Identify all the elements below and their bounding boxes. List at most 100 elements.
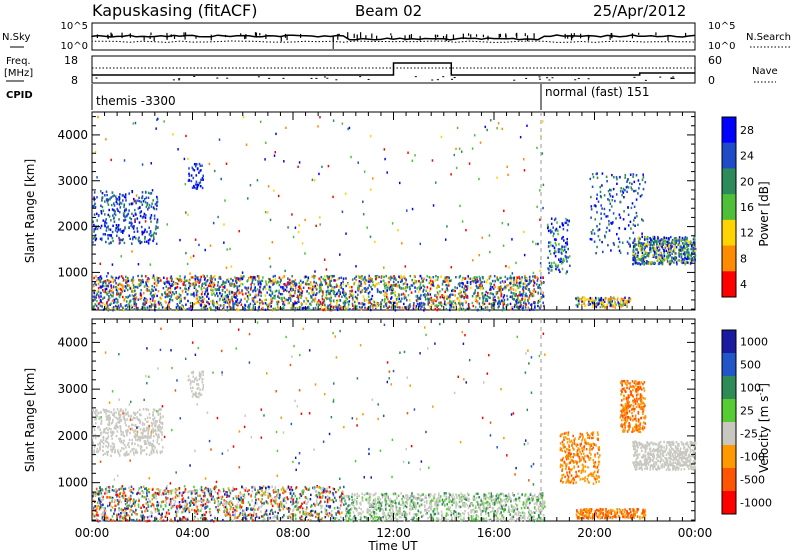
power-echo: [264, 294, 267, 297]
power-echo: [675, 261, 678, 264]
power-echo: [639, 195, 642, 198]
power-echo: [626, 301, 629, 304]
velocity-echo: [176, 488, 179, 492]
power-echo: [533, 280, 535, 283]
power-echo: [105, 240, 107, 244]
power-echo: [270, 301, 273, 305]
power-echo: [678, 252, 680, 255]
power-echo: [465, 228, 467, 232]
power-echo: [643, 258, 646, 261]
power-echo: [93, 213, 96, 216]
power-echo: [525, 284, 528, 287]
power-echo: [443, 302, 446, 306]
power-echo: [190, 293, 192, 296]
power-echo: [448, 284, 450, 287]
power-echo: [599, 185, 601, 189]
power-echo: [674, 243, 676, 246]
power-echo: [226, 288, 228, 292]
power-echo: [102, 289, 104, 292]
velocity-echo: [104, 512, 106, 515]
power-echo: [629, 243, 631, 247]
power-echo: [363, 299, 366, 303]
power-echo: [601, 207, 603, 210]
velocity-echo: [144, 487, 146, 491]
power-echo: [351, 285, 353, 289]
power-echo: [149, 231, 152, 234]
power-echo: [248, 307, 250, 310]
velocity-echo: [335, 490, 337, 494]
power-echo: [187, 157, 189, 161]
power-echo: [452, 303, 454, 306]
power-echo: [660, 253, 663, 257]
velocity-echo: [269, 512, 271, 516]
power-echo: [681, 246, 684, 249]
power-echo: [691, 242, 693, 245]
power-echo: [525, 292, 527, 295]
power-echo: [275, 132, 277, 136]
velocity-echo: [287, 507, 289, 510]
power-echo: [333, 291, 336, 294]
power-echo: [155, 305, 157, 309]
power-echo: [294, 300, 296, 303]
velocity-echo: [305, 502, 307, 505]
power-echo: [561, 252, 563, 255]
power-echo: [244, 297, 246, 300]
power-echo: [293, 280, 295, 283]
power-echo: [227, 295, 229, 298]
power-echo: [636, 262, 639, 265]
power-echo: [148, 226, 150, 229]
power-echo: [241, 289, 243, 292]
nsearch-line: [91, 40, 696, 43]
velocity-echo: [173, 503, 176, 507]
nsky-spike: [166, 32, 168, 39]
power-echo: [579, 297, 582, 300]
power-echo: [169, 298, 171, 301]
power-echo: [529, 281, 531, 285]
power-echo: [427, 303, 429, 306]
power-echo: [359, 284, 361, 287]
power-echo: [147, 307, 150, 310]
power-echo: [249, 302, 252, 306]
velocity-echo: [273, 514, 276, 518]
power-echo: [372, 280, 374, 284]
power-echo: [626, 252, 629, 255]
power-echo: [582, 300, 585, 303]
power-echo: [629, 299, 632, 302]
power-echo: [414, 286, 416, 289]
power-echo: [565, 256, 568, 259]
power-echo: [517, 286, 520, 289]
power-echo: [139, 206, 141, 209]
power-echo: [398, 275, 400, 278]
power-echo: [533, 281, 536, 285]
power-echo: [106, 305, 109, 308]
power-echo: [686, 239, 689, 243]
power-echo: [403, 302, 405, 306]
power-echo: [111, 295, 113, 298]
power-echo: [475, 284, 478, 287]
power-echo: [609, 194, 612, 198]
power-echo: [684, 253, 686, 257]
velocity-echo: [154, 516, 157, 519]
power-echo: [352, 293, 354, 296]
power-echo: [649, 249, 651, 252]
power-echo: [591, 297, 593, 300]
power-echo: [429, 279, 432, 282]
power-echo: [361, 303, 364, 306]
power-echo: [375, 283, 378, 286]
nsky-spike: [567, 35, 569, 39]
nsky-spike: [564, 33, 566, 39]
power-echo: [481, 281, 483, 284]
power-echo: [450, 293, 452, 296]
power-echo: [514, 303, 516, 307]
power-echo: [419, 303, 422, 306]
freq-dot: [538, 78, 541, 80]
power-echo: [290, 289, 293, 292]
power-echo: [422, 302, 425, 305]
nsky-spike: [445, 35, 447, 42]
power-echo: [108, 242, 110, 245]
power-echo: [234, 296, 236, 299]
power-echo: [636, 255, 639, 259]
power-echo: [674, 256, 676, 259]
power-echo: [103, 290, 105, 294]
power-echo: [314, 275, 317, 278]
